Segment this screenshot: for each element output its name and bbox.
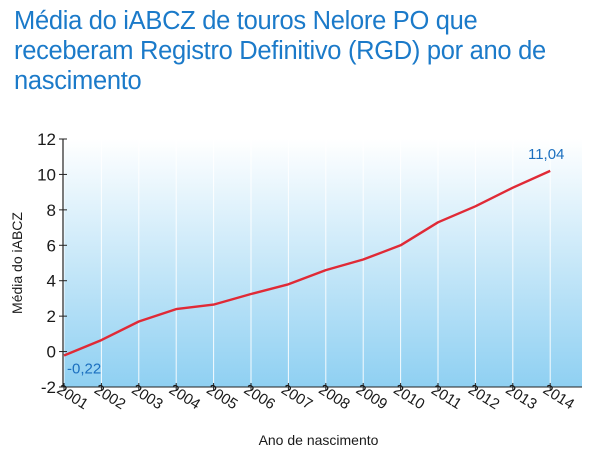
y-tick-label: -2 [41, 378, 56, 397]
series-line [63, 169, 551, 357]
y-tick-label: 4 [47, 272, 56, 291]
y-tick-label: 2 [47, 307, 56, 326]
plot-area [63, 139, 582, 387]
data-label: -0,22 [67, 360, 101, 377]
x-axis-title: Ano de nascimento [259, 432, 379, 448]
y-tick-label: 12 [37, 130, 56, 149]
y-tick-label: 6 [47, 236, 56, 255]
data-label: 11,04 [528, 146, 564, 163]
y-tick-label: 0 [47, 343, 56, 362]
y-tick-label: 10 [37, 165, 56, 184]
chart-title: Média do iABCZ de touros Nelore PO que r… [14, 7, 546, 95]
y-tick-label: 8 [47, 201, 56, 220]
y-axis-title: Média do iABCZ [9, 212, 25, 314]
